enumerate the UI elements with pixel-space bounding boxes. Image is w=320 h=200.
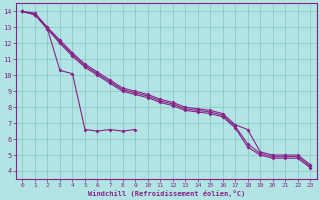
X-axis label: Windchill (Refroidissement éolien,°C): Windchill (Refroidissement éolien,°C) xyxy=(88,190,245,197)
